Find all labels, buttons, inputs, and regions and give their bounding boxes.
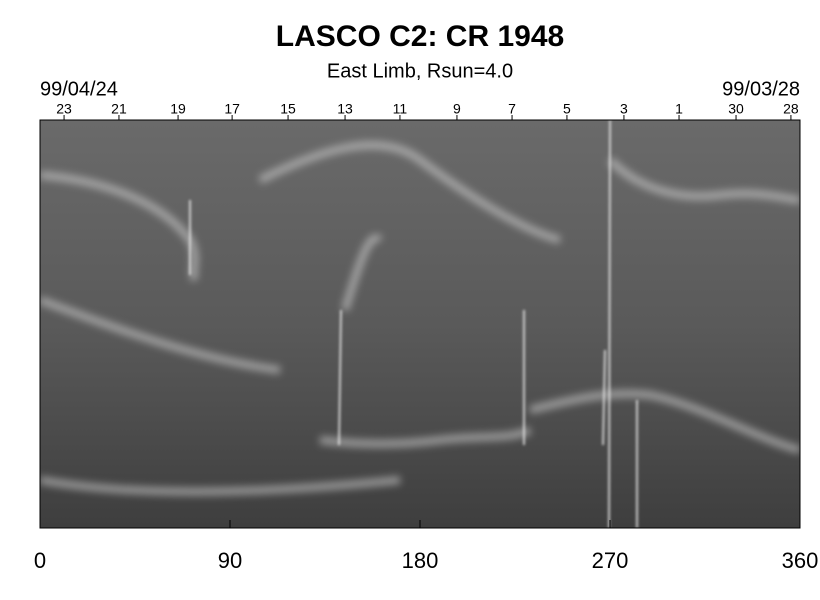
end-date: 99/03/28 xyxy=(722,78,800,100)
chart-subtitle: East Limb, Rsun=4.0 xyxy=(327,60,513,82)
top-tick-label: 9 xyxy=(453,101,461,117)
chart-title: LASCO C2: CR 1948 xyxy=(276,20,564,53)
top-tick-label: 30 xyxy=(728,101,744,117)
x-tick-label: 180 xyxy=(402,548,439,573)
top-tick-label: 28 xyxy=(783,101,799,117)
top-tick-label: 3 xyxy=(620,101,628,117)
top-tick-label: 17 xyxy=(224,101,240,117)
top-tick-label: 1 xyxy=(675,101,683,117)
top-tick-label: 5 xyxy=(563,101,571,117)
top-tick-label: 13 xyxy=(337,101,353,117)
start-date: 99/04/24 xyxy=(40,78,118,100)
x-tick-label: 0 xyxy=(34,548,46,573)
top-tick-label: 23 xyxy=(56,101,72,117)
x-tick-label: 270 xyxy=(592,548,629,573)
top-tick-label: 7 xyxy=(508,101,516,117)
top-tick-label: 19 xyxy=(170,101,186,117)
x-tick-label: 360 xyxy=(782,548,819,573)
top-tick-label: 15 xyxy=(280,101,296,117)
top-tick-label: 21 xyxy=(111,101,127,117)
map-image xyxy=(40,120,800,528)
x-tick-label: 90 xyxy=(218,548,242,573)
top-tick-label: 11 xyxy=(393,101,408,117)
